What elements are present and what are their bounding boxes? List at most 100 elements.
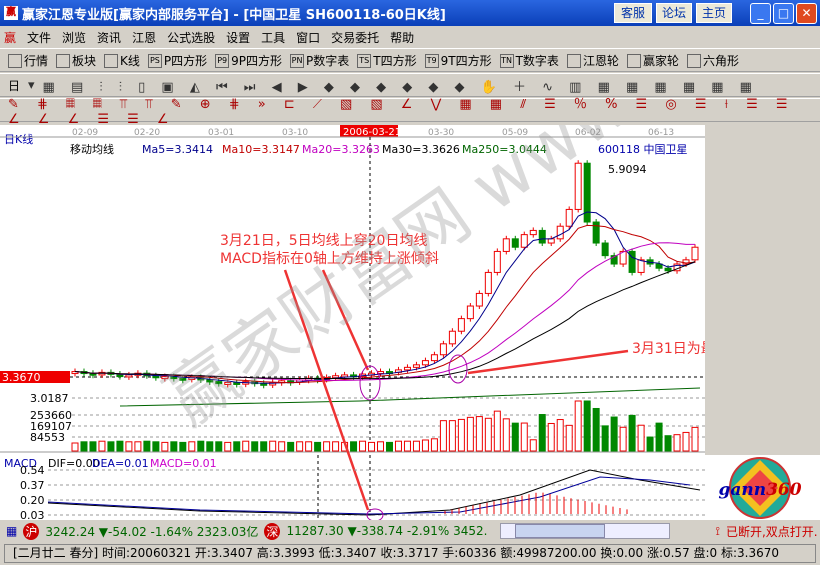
volume-bar [90,442,96,451]
volume-bar [629,415,635,451]
toolbar-item[interactable]: 板块 [56,52,96,69]
hexagon-icon [687,54,701,68]
horizontal-scrollbar[interactable] [500,523,670,539]
candle [512,239,518,247]
volume-bar [234,442,240,451]
volume-bar [656,423,662,451]
toolbar-item[interactable]: TS T四方形 [357,52,416,69]
ma-label: Ma5=3.3414 [142,143,213,156]
menu-tools[interactable]: 工具 [261,29,285,46]
volume-bar [386,442,392,451]
volume-bar [126,442,132,451]
tn-icon: TN [500,54,514,68]
toolbar-label: 江恩轮 [583,54,619,68]
candle [593,222,599,243]
home-button[interactable]: 主页 [696,3,732,23]
volume-bar [207,442,213,451]
volume-bar [72,443,78,451]
ts-icon: TS [357,54,371,68]
volume-bar [288,442,294,451]
toolbar-item[interactable]: 六角形 [687,52,739,69]
candle [602,243,608,256]
volume-bar [602,426,608,451]
volume-bar [261,442,267,451]
volume-bar [395,441,401,451]
menu-trade[interactable]: 交易委托 [331,29,379,46]
volume-bar [189,442,195,451]
volume-bar [252,442,258,451]
volume-bar [683,432,689,451]
menu-file[interactable]: 文件 [27,29,51,46]
volume-bar [665,436,671,451]
ma-label: Ma30=3.3626 [382,143,460,156]
period-select[interactable]: 日 [8,77,20,94]
toolbar-item[interactable]: PS P四方形 [148,52,207,69]
minimize-button[interactable]: _ [750,3,771,24]
toolbar-item[interactable]: 行情 [8,52,48,69]
volume-bar [198,441,204,451]
volume-bar [647,437,653,451]
volume-bar [611,417,617,451]
toolbar-item[interactable]: P9 9P四方形 [215,52,282,69]
volume-bar [575,401,581,451]
toolbar-item[interactable]: TN T数字表 [500,52,559,69]
menu-help[interactable]: 帮助 [390,29,414,46]
cursor-price: 3.3670 [2,371,41,384]
volume-bar [512,423,518,451]
macd-tick: 0.20 [20,494,45,507]
volume-bar [404,441,410,451]
candle [422,361,428,365]
menu-info[interactable]: 资讯 [97,29,121,46]
volume-bar [306,442,312,451]
sh-index: 3242.24 ▼-54.02 -1.64% 2323.03亿 [45,523,258,540]
menu-window[interactable]: 窗口 [296,29,320,46]
chart-area[interactable]: 日K线 移动均线 Ma5=3.3414 Ma10=3.3147 Ma20=3.3263 M… [0,125,705,520]
tool-icons[interactable]: ▦ ▤ ⫶ ⫶ ▯ ▣ ◭ ⏮ ⏭ ◀ ▶ ◆ ◆ ◆ ◆ ◆ ◆ ✋ ＋ ∿ … [43,76,758,95]
toolbar-item[interactable]: K线 [104,52,140,69]
volume-bar [378,442,384,451]
sz-badge: 深 [264,523,280,540]
candle [458,319,464,332]
t9-icon: T9 [425,54,439,68]
volume-bar [557,420,563,451]
menu-browse[interactable]: 浏览 [62,29,86,46]
service-button[interactable]: 客服 [614,3,652,23]
indicator-label: 移动均线 [70,142,114,156]
connection-status[interactable]: 已断开,双点打开. [726,523,818,540]
app-menu-icon[interactable]: 赢 [4,29,16,46]
main-toolbar: 行情 板块 K线 PS P四方形 P9 9P四方形 PN P数字表 TS T四方形 T9 9T四方形 TN… [0,48,820,72]
volume-bar [503,419,509,451]
toolbar-label: 六角形 [703,54,739,68]
toolbar-label: P四方形 [164,54,207,68]
volume-bar [530,440,536,451]
candle [467,306,473,319]
volume-bar [135,442,141,451]
volume-bar [99,441,105,451]
scrollbar-thumb[interactable] [515,524,605,538]
high-label: 5.9094 [608,163,647,176]
toolbar-item[interactable]: 江恩轮 [567,52,619,69]
candle [539,230,545,243]
price-tick: 3.0187 [30,392,69,405]
analysis-toolbar: ✎ ⋕ 𝄜 𝄜 ⫪ ⫪ ✎ ⊕ ⋕ » ⊏ ⟋ ▧ ▧ ∠ ⋁ ▦ ▦ ⫽ ☰ … [0,98,820,122]
volume-bar [548,423,554,451]
volume-bar [593,408,599,451]
volume-bar [333,442,339,451]
close-button[interactable]: ✕ [796,3,817,24]
forum-button[interactable]: 论坛 [656,3,692,23]
analysis-tool-icons[interactable]: ✎ ⋕ 𝄜 𝄜 ⫪ ⫪ ✎ ⊕ ⋕ » ⊏ ⟋ ▧ ▧ ∠ ⋁ ▦ ▦ ⫽ ☰ … [8,93,820,127]
menu-settings[interactable]: 设置 [226,29,250,46]
toolbar-item[interactable]: PN P数字表 [290,52,349,69]
sh-badge: 沪 [23,523,39,540]
volume-bar [566,425,572,451]
menu-gann[interactable]: 江恩 [132,29,156,46]
macd-value-label: MACD=0.01 [150,457,217,470]
arrow-to-buy [468,351,628,373]
volume-bar [620,427,626,451]
calculator-icon[interactable]: ▦ [6,524,17,538]
maximize-button[interactable]: □ [773,3,794,24]
macd-tick: 0.03 [20,509,45,520]
toolbar-item[interactable]: T9 9T四方形 [425,52,492,69]
menu-formula[interactable]: 公式选股 [167,29,215,46]
toolbar-item[interactable]: 赢家轮 [627,52,679,69]
